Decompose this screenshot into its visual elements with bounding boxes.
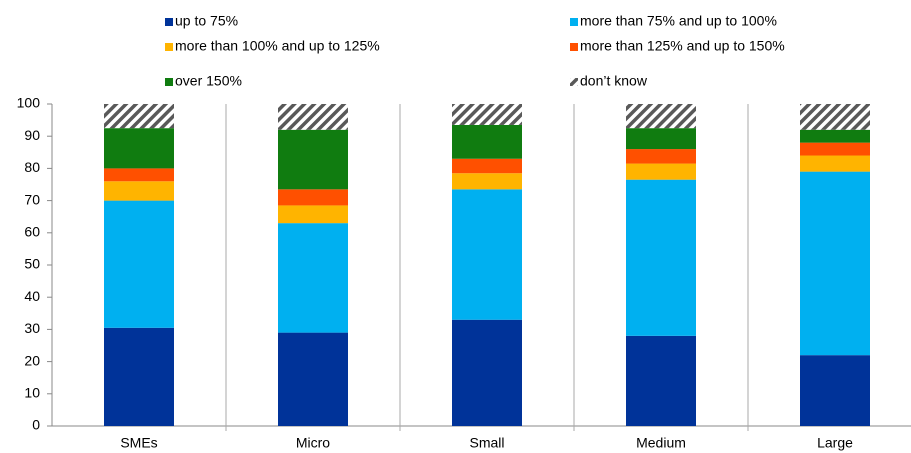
- legend-swatch: [570, 43, 578, 51]
- bar-segment: [452, 173, 522, 190]
- bar-segment: [104, 168, 174, 182]
- bar-segment: [104, 104, 174, 129]
- y-tick-label: 10: [24, 385, 40, 401]
- x-tick-label: SMEs: [120, 435, 157, 451]
- bar-segment: [626, 128, 696, 150]
- bar-segment: [626, 179, 696, 336]
- bar-segment: [278, 129, 348, 190]
- bar-segment: [626, 335, 696, 426]
- y-tick-label: 40: [24, 288, 40, 304]
- bar-segment: [452, 158, 522, 174]
- legend-label: up to 75%: [175, 13, 238, 29]
- bar-segment: [626, 104, 696, 129]
- y-tick-label: 100: [17, 95, 41, 111]
- bar-segment: [800, 355, 870, 426]
- legend-swatch: [570, 78, 578, 86]
- legend-swatch: [165, 18, 173, 26]
- y-tick-label: 20: [24, 352, 40, 368]
- y-tick-label: 50: [24, 256, 40, 272]
- bar-segment: [800, 129, 870, 143]
- bar-segment: [278, 332, 348, 426]
- bar-segment: [452, 104, 522, 125]
- bar-segment: [452, 124, 522, 159]
- x-tick-label: Micro: [296, 435, 330, 451]
- y-tick-label: 60: [24, 224, 40, 240]
- bar-segment: [452, 189, 522, 320]
- bar-segment: [278, 223, 348, 333]
- bar-segment: [278, 189, 348, 206]
- bar-segment: [104, 200, 174, 328]
- x-tick-label: Small: [469, 435, 504, 451]
- y-tick-label: 90: [24, 127, 40, 143]
- legend-label: more than 100% and up to 125%: [175, 38, 380, 54]
- legend-swatch: [165, 78, 173, 86]
- bar-segment: [626, 163, 696, 180]
- y-tick-label: 30: [24, 320, 40, 336]
- bar-segment: [800, 171, 870, 356]
- bar-segment: [104, 181, 174, 201]
- legend-label: more than 125% and up to 150%: [580, 38, 785, 54]
- bar-segment: [104, 327, 174, 426]
- bar-segment: [800, 155, 870, 172]
- bar-segment: [278, 205, 348, 224]
- x-tick-label: Medium: [636, 435, 686, 451]
- bar-segment: [800, 142, 870, 156]
- x-tick-label: Large: [817, 435, 853, 451]
- bar-segment: [104, 128, 174, 169]
- bar-segment: [626, 149, 696, 164]
- legend-label: more than 75% and up to 100%: [580, 13, 777, 29]
- bar-segment: [800, 104, 870, 130]
- bar-segment: [452, 319, 522, 426]
- legend-swatch: [165, 43, 173, 51]
- legend-label: over 150%: [175, 73, 242, 89]
- legend-swatch: [570, 18, 578, 26]
- y-tick-label: 0: [32, 417, 40, 433]
- y-tick-label: 80: [24, 159, 40, 175]
- bar-segment: [278, 104, 348, 130]
- legend-label: don’t know: [580, 73, 648, 89]
- y-tick-label: 70: [24, 191, 40, 207]
